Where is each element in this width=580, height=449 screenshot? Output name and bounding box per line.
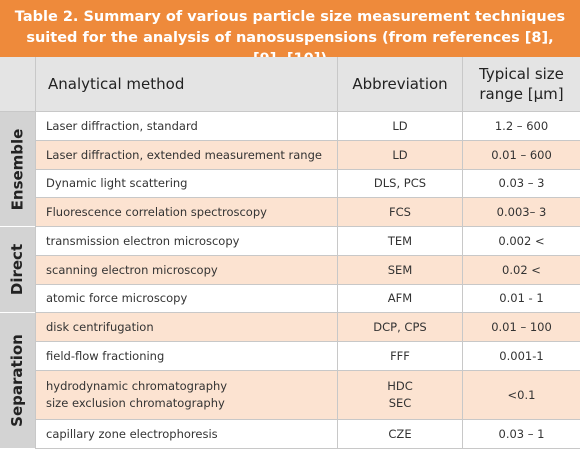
cell-line: hydrodynamic chromatography (46, 379, 228, 393)
table-cell: transmission electron microscopy (35, 227, 337, 256)
table-cell: TEM (337, 227, 462, 256)
table-cell: 0.003– 3 (462, 198, 580, 227)
header-cell: Typical size range [µm] (462, 57, 580, 112)
table-cell: 0.01 – 600 (462, 141, 580, 170)
table-cell: CZE (337, 420, 462, 449)
table-cell: LD (337, 141, 462, 170)
table-cell: 0.002 < (462, 227, 580, 256)
cell-line: SEC (388, 396, 412, 410)
table-cell: <0.1 (462, 371, 580, 420)
table-cell: atomic force microscopy (35, 285, 337, 313)
group-cell: Direct (0, 227, 35, 313)
header-cell: Analytical method (35, 57, 337, 112)
table-cell: Dynamic light scattering (35, 170, 337, 198)
table-cell: HDC SEC (337, 371, 462, 420)
table-cell: capillary zone electrophoresis (35, 420, 337, 449)
group-label: Separation (8, 334, 26, 427)
table-cell: 0.03 – 3 (462, 170, 580, 198)
table-cell: Laser diffraction, extended measurement … (35, 141, 337, 170)
table-cell: field-flow fractioning (35, 342, 337, 371)
table-cell: DLS, PCS (337, 170, 462, 198)
table-title: Table 2. Summary of various particle siz… (0, 0, 580, 67)
table-cell: 0.03 – 1 (462, 420, 580, 449)
table-cell: 0.01 – 100 (462, 313, 580, 342)
table-cell: FFF (337, 342, 462, 371)
table-cell: FCS (337, 198, 462, 227)
table-cell: SEM (337, 256, 462, 285)
table-cell: LD (337, 112, 462, 141)
header-cell (0, 57, 35, 112)
table-cell: disk centrifugation (35, 313, 337, 342)
table-cell: AFM (337, 285, 462, 313)
table-cell: 0.001-1 (462, 342, 580, 371)
table-cell: DCP, CPS (337, 313, 462, 342)
group-cell: Ensemble (0, 112, 35, 227)
group-label: Ensemble (8, 128, 26, 210)
table-cell: 0.02 < (462, 256, 580, 285)
cell-line: HDC (387, 379, 413, 393)
group-cell: Separation (0, 313, 35, 449)
table-cell: 0.01 - 1 (462, 285, 580, 313)
cell-line: size exclusion chromatography (46, 396, 225, 410)
header-cell: Abbreviation (337, 57, 462, 112)
table-cell: 1.2 – 600 (462, 112, 580, 141)
group-label: Direct (8, 243, 27, 296)
table-cell: Fluorescence correlation spectroscopy (35, 198, 337, 227)
table-cell: scanning electron microscopy (35, 256, 337, 285)
table-cell: Laser diffraction, standard (35, 112, 337, 141)
table-cell: hydrodynamic chromatography size exclusio… (35, 371, 337, 420)
